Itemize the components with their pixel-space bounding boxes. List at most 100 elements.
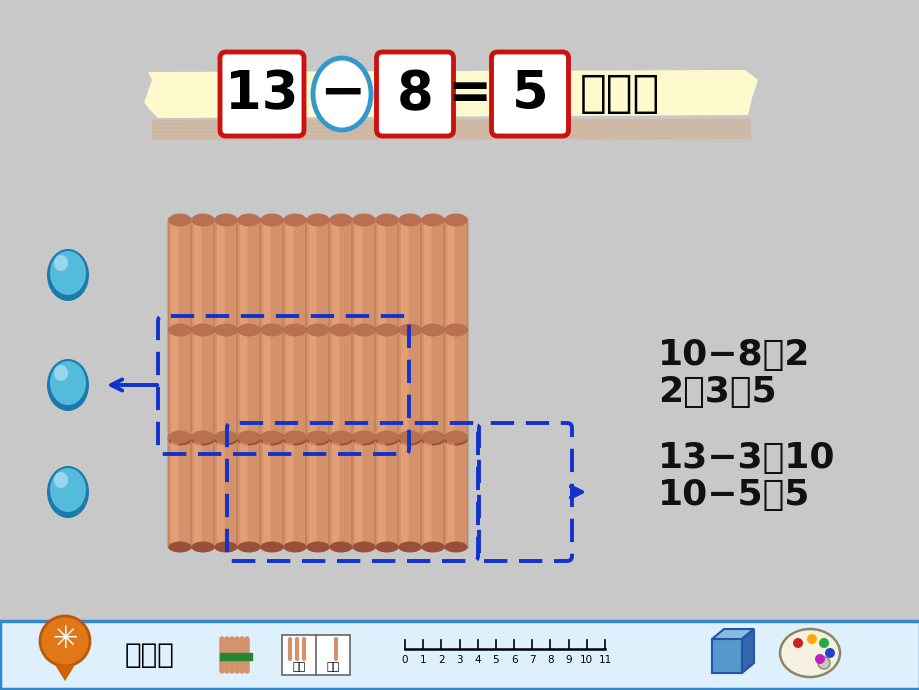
Ellipse shape xyxy=(214,324,237,337)
FancyBboxPatch shape xyxy=(378,334,385,436)
Polygon shape xyxy=(711,639,742,673)
Ellipse shape xyxy=(283,213,306,226)
Ellipse shape xyxy=(168,324,191,337)
Ellipse shape xyxy=(306,213,329,226)
Text: （个）: （个） xyxy=(579,72,660,115)
FancyBboxPatch shape xyxy=(447,334,454,436)
FancyBboxPatch shape xyxy=(260,218,284,332)
Ellipse shape xyxy=(260,324,283,335)
Text: 0: 0 xyxy=(402,655,408,665)
Ellipse shape xyxy=(352,431,375,444)
Ellipse shape xyxy=(168,213,191,226)
FancyBboxPatch shape xyxy=(191,435,215,549)
FancyBboxPatch shape xyxy=(263,224,270,326)
FancyBboxPatch shape xyxy=(447,441,454,543)
FancyBboxPatch shape xyxy=(191,218,215,332)
Ellipse shape xyxy=(260,431,283,444)
Ellipse shape xyxy=(237,542,260,553)
Ellipse shape xyxy=(421,435,444,446)
Ellipse shape xyxy=(260,435,283,446)
FancyBboxPatch shape xyxy=(352,328,376,442)
FancyBboxPatch shape xyxy=(375,218,399,332)
Ellipse shape xyxy=(214,213,237,226)
FancyBboxPatch shape xyxy=(220,52,303,136)
FancyBboxPatch shape xyxy=(329,328,353,442)
FancyBboxPatch shape xyxy=(171,224,178,326)
FancyBboxPatch shape xyxy=(171,334,178,436)
FancyBboxPatch shape xyxy=(398,328,422,442)
Ellipse shape xyxy=(398,324,421,337)
Ellipse shape xyxy=(421,213,444,226)
Ellipse shape xyxy=(191,542,214,553)
Ellipse shape xyxy=(168,542,191,553)
Ellipse shape xyxy=(444,542,467,553)
FancyBboxPatch shape xyxy=(375,435,399,549)
Ellipse shape xyxy=(214,324,237,335)
FancyBboxPatch shape xyxy=(309,441,316,543)
Text: 1: 1 xyxy=(419,655,426,665)
Text: 十位: 十位 xyxy=(292,662,305,672)
FancyBboxPatch shape xyxy=(194,441,201,543)
Ellipse shape xyxy=(818,638,828,648)
Text: 2＋3＝5: 2＋3＝5 xyxy=(657,375,776,409)
Ellipse shape xyxy=(214,431,237,444)
Ellipse shape xyxy=(283,542,306,553)
FancyBboxPatch shape xyxy=(355,224,362,326)
FancyBboxPatch shape xyxy=(306,328,330,442)
Text: 10: 10 xyxy=(580,655,593,665)
Text: 8: 8 xyxy=(396,68,433,120)
Ellipse shape xyxy=(329,435,352,446)
Ellipse shape xyxy=(421,431,444,444)
FancyBboxPatch shape xyxy=(398,218,422,332)
FancyBboxPatch shape xyxy=(283,328,307,442)
Ellipse shape xyxy=(806,634,816,644)
Polygon shape xyxy=(55,665,75,681)
Ellipse shape xyxy=(814,654,824,664)
Bar xyxy=(282,635,349,675)
FancyBboxPatch shape xyxy=(491,52,568,136)
Ellipse shape xyxy=(306,324,329,335)
FancyBboxPatch shape xyxy=(168,218,192,332)
Ellipse shape xyxy=(283,324,306,337)
FancyBboxPatch shape xyxy=(355,441,362,543)
Ellipse shape xyxy=(444,431,467,444)
FancyBboxPatch shape xyxy=(424,224,431,326)
Ellipse shape xyxy=(329,324,352,337)
Ellipse shape xyxy=(421,542,444,553)
Ellipse shape xyxy=(444,435,467,446)
Ellipse shape xyxy=(817,657,829,669)
Ellipse shape xyxy=(398,324,421,335)
Ellipse shape xyxy=(237,435,260,446)
FancyBboxPatch shape xyxy=(332,334,339,436)
Ellipse shape xyxy=(375,324,398,337)
Bar xyxy=(0,621,919,689)
FancyBboxPatch shape xyxy=(424,441,431,543)
Ellipse shape xyxy=(375,431,398,444)
Ellipse shape xyxy=(375,435,398,446)
FancyBboxPatch shape xyxy=(309,334,316,436)
Ellipse shape xyxy=(260,324,283,337)
Ellipse shape xyxy=(54,472,68,488)
Text: 7: 7 xyxy=(528,655,535,665)
Ellipse shape xyxy=(306,435,329,446)
FancyBboxPatch shape xyxy=(214,218,238,332)
Text: 10−5＝5: 10−5＝5 xyxy=(657,478,810,512)
Ellipse shape xyxy=(168,431,191,444)
FancyBboxPatch shape xyxy=(240,441,247,543)
FancyBboxPatch shape xyxy=(401,224,408,326)
FancyBboxPatch shape xyxy=(286,441,293,543)
Ellipse shape xyxy=(283,324,306,335)
Ellipse shape xyxy=(421,324,444,335)
Ellipse shape xyxy=(375,324,398,335)
Ellipse shape xyxy=(444,324,467,337)
FancyBboxPatch shape xyxy=(306,435,330,549)
Ellipse shape xyxy=(352,213,375,226)
Ellipse shape xyxy=(352,435,375,446)
FancyBboxPatch shape xyxy=(283,435,307,549)
FancyBboxPatch shape xyxy=(398,435,422,549)
Ellipse shape xyxy=(444,213,467,226)
Polygon shape xyxy=(711,629,754,639)
FancyBboxPatch shape xyxy=(444,435,468,549)
Ellipse shape xyxy=(214,435,237,446)
Text: 工具箱: 工具箱 xyxy=(125,641,175,669)
